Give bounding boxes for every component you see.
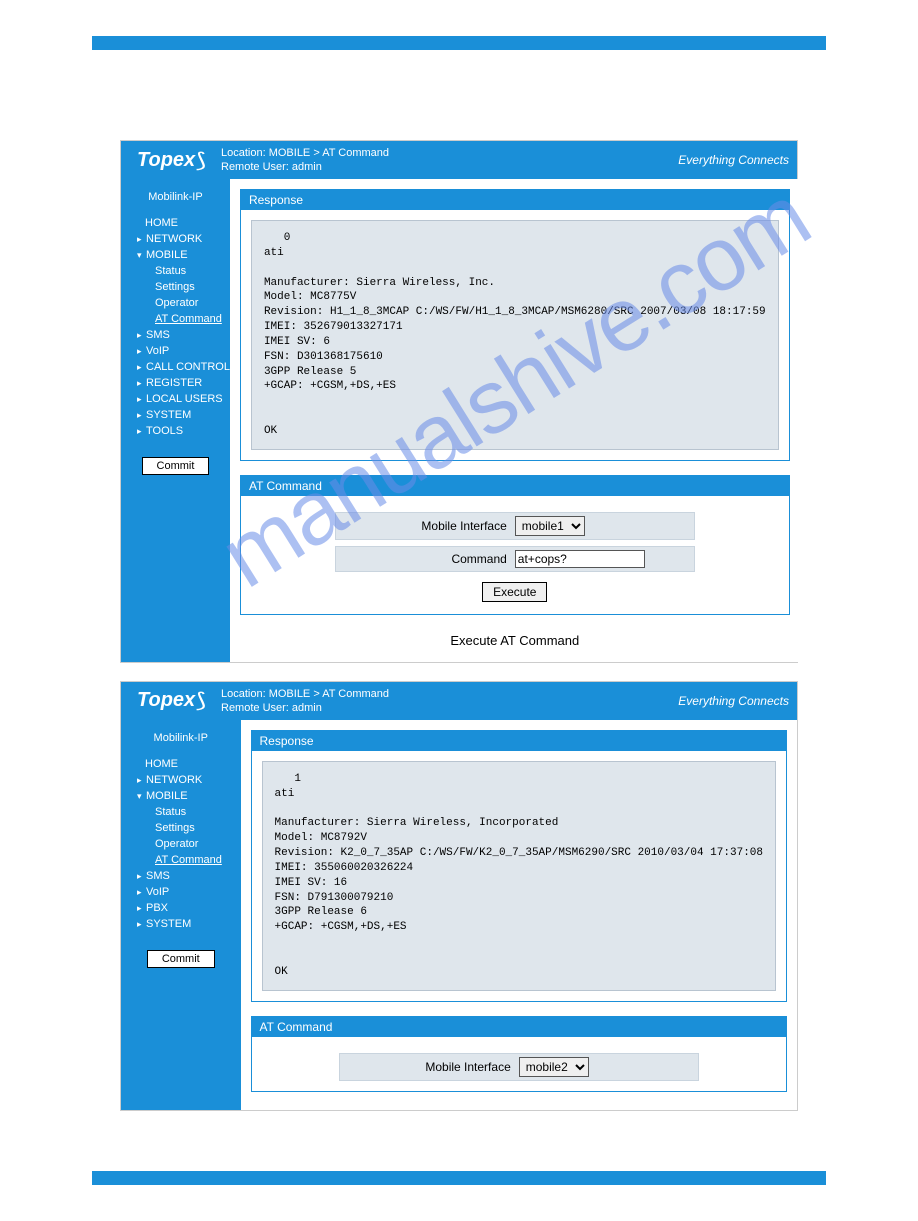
response-output: 1 ati Manufacturer: Sierra Wireless, Inc…: [262, 761, 776, 991]
app-header: Topex⟆ Location: MOBILE > AT Command Rem…: [121, 141, 797, 179]
mobile-interface-row: Mobile Interface mobile1: [335, 512, 695, 540]
response-panel: Response 1 ati Manufacturer: Sierra Wire…: [251, 730, 787, 1002]
response-panel: Response 0 ati Manufacturer: Sierra Wire…: [240, 189, 790, 461]
app-header: Topex⟆ Location: MOBILE > AT Command Rem…: [121, 682, 797, 720]
nav-home[interactable]: HOME: [121, 215, 230, 231]
command-label: Command: [345, 552, 515, 566]
sidebar-title: Mobilink-IP: [121, 726, 241, 756]
logo-swoosh-icon: ⟆: [196, 148, 207, 173]
main-content: Response 1 ati Manufacturer: Sierra Wire…: [241, 720, 797, 1110]
main-content: Response 0 ati Manufacturer: Sierra Wire…: [230, 179, 800, 662]
response-panel-title: Response: [241, 190, 789, 210]
nav-mobile-status[interactable]: Status: [121, 804, 241, 820]
commit-button[interactable]: Commit: [142, 457, 210, 475]
at-command-panel-title: AT Command: [241, 476, 789, 496]
nav-register[interactable]: REGISTER: [121, 375, 230, 391]
response-panel-title: Response: [252, 731, 786, 751]
mobile-interface-label: Mobile Interface: [345, 519, 515, 533]
nav-mobile[interactable]: MOBILE: [121, 788, 241, 804]
execute-button[interactable]: Execute: [482, 582, 547, 602]
nav-sms[interactable]: SMS: [121, 327, 230, 343]
app-frame-2: Topex⟆ Location: MOBILE > AT Command Rem…: [120, 681, 798, 1111]
mobile-interface-label: Mobile Interface: [349, 1060, 519, 1074]
nav-sms[interactable]: SMS: [121, 868, 241, 884]
header-location-block: Location: MOBILE > AT Command Remote Use…: [221, 682, 667, 720]
mobile-interface-select[interactable]: mobile2: [519, 1057, 589, 1077]
at-command-panel: AT Command Mobile Interface mobile2: [251, 1016, 787, 1092]
nav-local-users[interactable]: LOCAL USERS: [121, 391, 230, 407]
remote-user-label: Remote User: admin: [221, 702, 667, 714]
nav-mobile-settings[interactable]: Settings: [121, 820, 241, 836]
tagline: Everything Connects: [667, 141, 797, 179]
response-output: 0 ati Manufacturer: Sierra Wireless, Inc…: [251, 220, 779, 450]
nav-pbx[interactable]: PBX: [121, 900, 241, 916]
nav-mobile-operator[interactable]: Operator: [121, 836, 241, 852]
nav-mobile-atcommand[interactable]: AT Command: [121, 852, 241, 868]
nav-tools[interactable]: TOOLS: [121, 423, 230, 439]
nav-home[interactable]: HOME: [121, 756, 241, 772]
logo-swoosh-icon: ⟆: [196, 688, 207, 713]
location-breadcrumb: Location: MOBILE > AT Command: [221, 147, 667, 159]
command-row: Command: [335, 546, 695, 572]
logo: Topex⟆: [121, 141, 221, 179]
location-breadcrumb: Location: MOBILE > AT Command: [221, 688, 667, 700]
tagline: Everything Connects: [667, 682, 797, 720]
nav-voip[interactable]: VoIP: [121, 343, 230, 359]
nav-mobile[interactable]: MOBILE: [121, 247, 230, 263]
commit-button[interactable]: Commit: [147, 950, 215, 968]
nav-mobile-settings[interactable]: Settings: [121, 279, 230, 295]
header-location-block: Location: MOBILE > AT Command Remote Use…: [221, 141, 667, 179]
app-frame-1: Topex⟆ Location: MOBILE > AT Command Rem…: [120, 140, 798, 663]
at-command-panel: AT Command Mobile Interface mobile1 Comm…: [240, 475, 790, 615]
remote-user-label: Remote User: admin: [221, 161, 667, 173]
page-bottom-bar: [92, 1171, 826, 1185]
sidebar-title: Mobilink-IP: [121, 185, 230, 215]
at-command-panel-title: AT Command: [252, 1017, 786, 1037]
nav-network[interactable]: NETWORK: [121, 231, 230, 247]
page-top-bar: [92, 36, 826, 50]
nav-system[interactable]: SYSTEM: [121, 916, 241, 932]
logo: Topex⟆: [121, 682, 221, 720]
mobile-interface-row: Mobile Interface mobile2: [339, 1053, 699, 1081]
nav-mobile-operator[interactable]: Operator: [121, 295, 230, 311]
nav-network[interactable]: NETWORK: [121, 772, 241, 788]
nav-mobile-atcommand[interactable]: AT Command: [121, 311, 230, 327]
nav-system[interactable]: SYSTEM: [121, 407, 230, 423]
logo-text: Topex: [137, 149, 195, 172]
nav-mobile-status[interactable]: Status: [121, 263, 230, 279]
mobile-interface-select[interactable]: mobile1: [515, 516, 585, 536]
sidebar: Mobilink-IP HOME NETWORK MOBILE Status S…: [121, 179, 230, 662]
nav-voip[interactable]: VoIP: [121, 884, 241, 900]
nav-call-control[interactable]: CALL CONTROL: [121, 359, 230, 375]
figure-caption: Execute AT Command: [240, 633, 790, 648]
logo-text: Topex: [137, 689, 195, 712]
command-input[interactable]: [515, 550, 645, 568]
sidebar: Mobilink-IP HOME NETWORK MOBILE Status S…: [121, 720, 241, 1110]
